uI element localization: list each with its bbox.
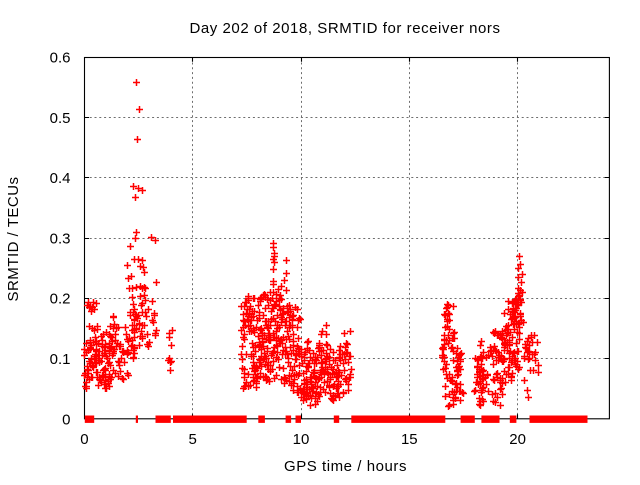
svg-text:5: 5	[189, 431, 197, 448]
svg-text:20: 20	[509, 431, 526, 448]
svg-text:10: 10	[293, 431, 310, 448]
svg-text:0.2: 0.2	[50, 291, 71, 308]
svg-text:0.4: 0.4	[50, 170, 71, 187]
svg-text:0.3: 0.3	[50, 230, 71, 247]
svg-text:15: 15	[401, 431, 418, 448]
svg-text:0.5: 0.5	[50, 110, 71, 127]
svg-text:0.6: 0.6	[50, 50, 71, 67]
svg-text:0.1: 0.1	[50, 351, 71, 368]
svg-text:SRMTID / TECUs: SRMTID / TECUs	[5, 176, 22, 301]
svg-text:0: 0	[80, 431, 88, 448]
svg-text:0: 0	[62, 411, 70, 428]
svg-text:GPS time / hours: GPS time / hours	[284, 458, 407, 475]
svg-text:Day 202 of 2018, SRMTID for re: Day 202 of 2018, SRMTID for receiver nor…	[190, 20, 501, 37]
